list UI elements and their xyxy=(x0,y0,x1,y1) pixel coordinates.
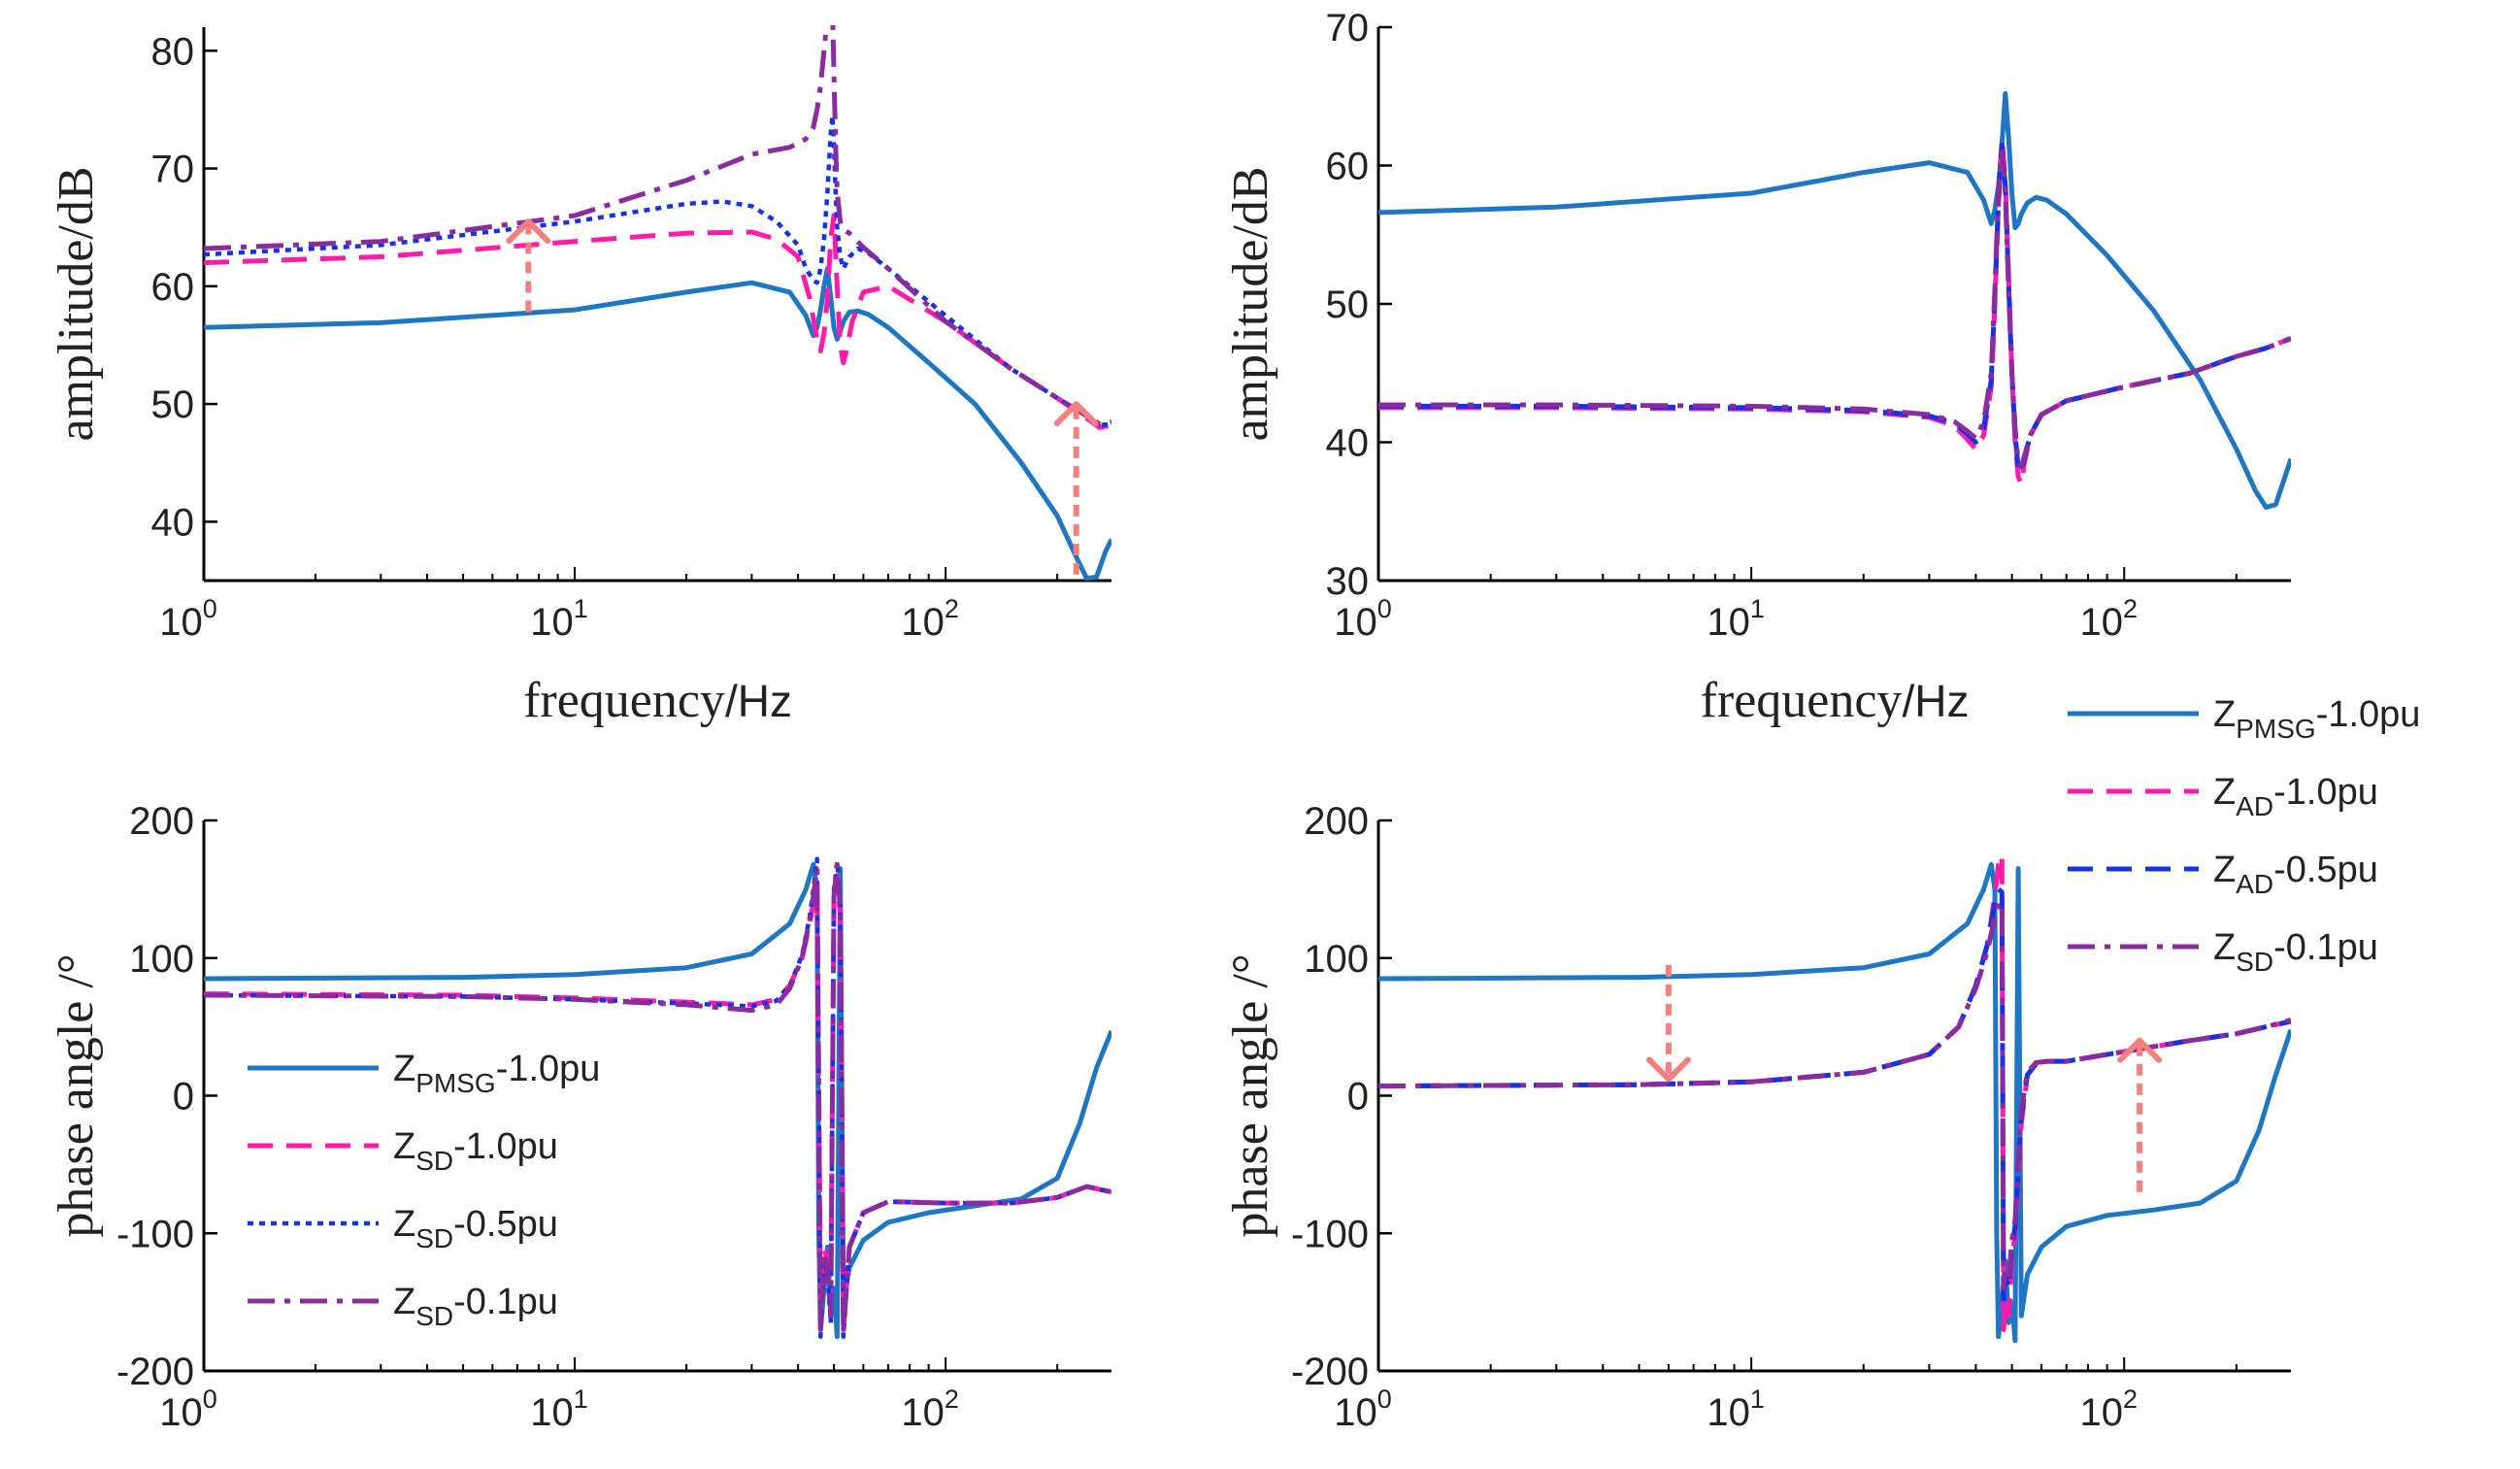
series-line-ZSD-1.0pu xyxy=(204,213,1111,430)
y-tick-label: 40 xyxy=(151,501,195,544)
series-line-ZSD-0.5pu xyxy=(204,113,1111,428)
series-line-ZSD-1.0pu xyxy=(204,873,1111,1332)
panel-bottom-left: -200 -100 0 100 200 100 101 102 phase angle /° xyxy=(49,800,1111,1434)
x-tick-label: 101 xyxy=(530,1385,588,1434)
y-tick-label: 0 xyxy=(173,1076,194,1118)
y-axis-label: phase angle /° xyxy=(49,953,104,1237)
y-tick-label: 100 xyxy=(129,938,194,981)
y-tick-label: 50 xyxy=(151,384,195,426)
y-tick-label: 70 xyxy=(151,149,195,191)
series-line-ZSD-0.5pu xyxy=(204,856,1111,1339)
arrow-annotation xyxy=(2117,1037,2163,1192)
y-axis-label: amplitude/dB xyxy=(49,166,104,441)
x-axis-label: frequency/Hz xyxy=(1701,673,1970,728)
series-line-ZAD-0.5pu xyxy=(1378,886,2291,1305)
series-group xyxy=(1378,851,2291,1344)
series-group xyxy=(204,856,1111,1340)
panel-top-left: 40 50 60 70 80 100 101 102 frequency/Hz amplitude… xyxy=(49,25,1111,728)
y-tick-label: -200 xyxy=(1291,1351,1369,1393)
x-tick-label: 102 xyxy=(901,1385,959,1434)
x-tick-label: 100 xyxy=(159,1385,217,1434)
series-line-ZSD-0.1pu xyxy=(1378,149,2291,470)
y-tick-label: 100 xyxy=(1304,938,1369,981)
y-tick-label: 200 xyxy=(129,800,194,843)
legend-label: ZPMSG-1.0pu xyxy=(393,1049,600,1098)
series-line-ZPMSG-1.0pu xyxy=(204,266,1111,582)
x-tick-label: 100 xyxy=(159,594,217,644)
y-tick-label: -100 xyxy=(116,1213,194,1255)
x-axis-label: frequency/Hz xyxy=(523,673,792,728)
y-axis-label: amplitude/dB xyxy=(1223,166,1278,441)
arrow-annotation xyxy=(1053,401,1099,575)
arrow-head xyxy=(1053,401,1099,427)
series-line-ZPMSG-1.0pu xyxy=(1378,861,2291,1344)
y-tick-label: 40 xyxy=(1326,422,1370,465)
x-tick-label: 100 xyxy=(1334,1385,1392,1434)
y-tick-label: 60 xyxy=(1326,146,1370,188)
legend-label: ZSD-0.1pu xyxy=(2213,927,2378,977)
legend-label: ZAD-1.0pu xyxy=(2213,772,2378,821)
series-line-ZAD-1.0pu xyxy=(1378,851,2291,1332)
series-line-ZSD-0.1pu xyxy=(1378,900,2291,1291)
y-tick-label: 50 xyxy=(1326,284,1370,326)
y-tick-label: -200 xyxy=(116,1351,194,1393)
y-tick-label: 80 xyxy=(151,30,195,73)
x-tick-label: 101 xyxy=(1707,1385,1765,1434)
y-tick-label: 30 xyxy=(1326,560,1370,603)
panel-top-right: 30 40 50 60 70 100 101 102 frequency/Hz amplitude… xyxy=(1223,7,2291,728)
x-tick-label: 100 xyxy=(1334,594,1392,644)
panel-bottom-right: -200 -100 0 100 200 100 101 102 phase angle /° xyxy=(1223,800,2291,1434)
y-tick-label: 60 xyxy=(151,266,195,309)
y-tick-label: -100 xyxy=(1291,1213,1369,1255)
legend-label: ZPMSG-1.0pu xyxy=(2213,694,2420,744)
legend-label: ZSD-1.0pu xyxy=(393,1126,558,1176)
x-tick-label: 102 xyxy=(2079,1385,2138,1434)
y-tick-label: 200 xyxy=(1304,800,1369,843)
arrow-annotation xyxy=(506,218,551,313)
series-group xyxy=(1378,90,2291,510)
x-tick-label: 102 xyxy=(901,594,959,644)
x-tick-label: 102 xyxy=(2079,594,2138,644)
series-line-ZSD-0.1pu xyxy=(204,861,1111,1335)
x-tick-label: 101 xyxy=(530,594,588,644)
arrow-head xyxy=(1645,1056,1691,1083)
x-tick-label: 101 xyxy=(1707,594,1765,644)
arrow-head xyxy=(506,218,551,245)
series-group xyxy=(204,25,1111,582)
y-tick-label: 0 xyxy=(1347,1076,1369,1118)
y-axis-label: phase angle /° xyxy=(1223,953,1278,1237)
legend-left: ZPMSG-1.0pu ZSD-1.0pu ZSD-0.5pu ZSD-0.1pu xyxy=(248,1049,600,1331)
series-line-ZPMSG-1.0pu xyxy=(204,861,1111,1340)
y-tick-label: 70 xyxy=(1326,7,1370,50)
legend-label: ZSD-0.1pu xyxy=(393,1282,558,1331)
series-line-ZPMSG-1.0pu xyxy=(1378,90,2291,510)
series-line-ZSD-0.1pu xyxy=(204,25,1111,427)
arrow-annotation xyxy=(1645,964,1691,1083)
arrow-head xyxy=(2117,1037,2163,1063)
legend-label: ZAD-0.5pu xyxy=(2213,850,2378,899)
legend-right: ZPMSG-1.0pu ZAD-1.0pu ZAD-0.5pu ZSD-0.1pu xyxy=(2068,694,2420,977)
legend-label: ZSD-0.5pu xyxy=(393,1204,558,1253)
